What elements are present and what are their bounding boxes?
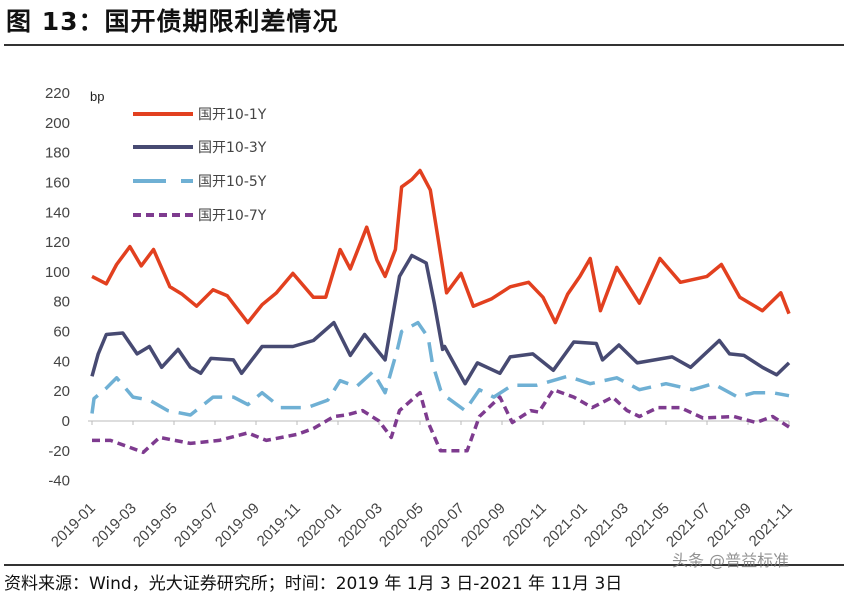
x-tick-label: 2021-11 [746,500,796,550]
x-tick-label: 2019-05 [130,500,181,551]
y-tick-label: 80 [53,294,70,311]
y-tick-label: 40 [53,353,70,370]
y-tick-label: 20 [53,383,70,400]
title-divider [4,44,844,46]
series-line-4 [92,387,790,455]
y-tick-label: 100 [45,264,70,281]
y-tick-label: -40 [48,473,70,490]
legend-label: 国开10-3Y [198,140,267,156]
x-tick-label: 2020-03 [335,500,386,551]
y-tick-label: 60 [53,324,70,341]
series-line-3 [90,320,790,417]
watermark: 头条 @普益标准 [672,551,790,570]
y-tick-label: 220 [45,85,70,102]
y-tick-label: 180 [45,145,70,162]
series-line-1 [91,168,791,325]
x-tick-label: 2020-07 [417,500,468,551]
legend-label: 国开10-5Y [198,174,267,190]
series-lines [90,168,791,455]
x-tick-label: 2019-09 [212,500,263,551]
legend: 国开10-1Y 国开10-3Y 国开10-5Y 国开10-7Y [133,107,267,224]
y-tick-label: 160 [45,174,70,191]
x-axis: 2019-012019-032019-052019-072019-092019-… [48,420,796,551]
source-note: 资料来源：Wind，光大证券研究所；时间：2019 年 1月 3 日-2021 … [4,574,623,594]
x-tick-label: 2020-01 [294,500,345,551]
footer-divider [4,564,844,566]
x-tick-label: 2019-03 [89,500,140,551]
x-tick-label: 2020-05 [376,500,427,551]
y-tick-label: 120 [45,234,70,251]
x-tick-label: 2021-03 [581,500,632,551]
y-tick-label: 200 [45,115,70,132]
y-tick-label: 0 [62,413,70,430]
x-tick-label: 2021-07 [663,500,714,551]
x-tick-label: 2021-01 [540,500,591,551]
x-tick-label: 2019-01 [48,500,99,551]
y-axis-unit: bp [90,89,104,104]
x-tick-label: 2021-09 [704,500,755,551]
legend-label: 国开10-7Y [198,208,267,224]
x-tick-label: 2019-07 [171,500,222,551]
chart-title: 图 13：国开债期限利差情况 [6,7,339,36]
x-tick-label: 2021-05 [622,500,673,551]
y-tick-label: 140 [45,204,70,221]
series-line-2 [90,253,791,386]
x-tick-label: 2020-09 [458,500,509,551]
y-tick-label: -20 [48,443,70,460]
legend-label: 国开10-1Y [198,107,267,123]
